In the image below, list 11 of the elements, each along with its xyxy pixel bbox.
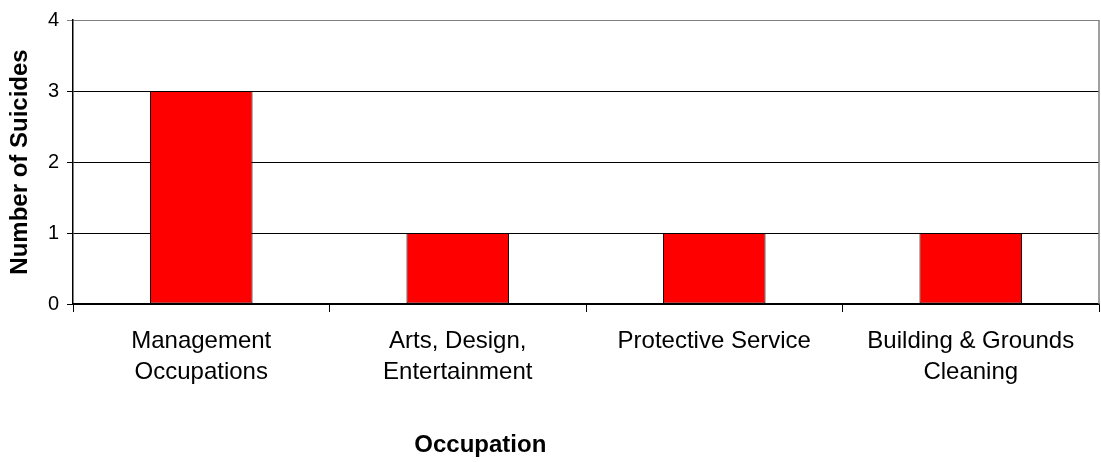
y-tick-label: 1 [47,220,59,243]
x-tick-label: Arts, Design, Entertainment [383,326,533,385]
x-tick-label: Protective Service [617,326,811,354]
y-tick-label: 0 [47,291,59,314]
x-tick-label: Management Occupations [131,326,272,385]
y-tick-label: 4 [47,7,59,30]
y-axis-title: Number of Suicides [5,49,33,275]
x-tick-label: Building & Grounds Cleaning [867,326,1075,385]
y-tick-label: 2 [47,149,59,172]
x-axis-title: Occupation [414,429,547,457]
y-tick-label: 3 [47,78,59,101]
